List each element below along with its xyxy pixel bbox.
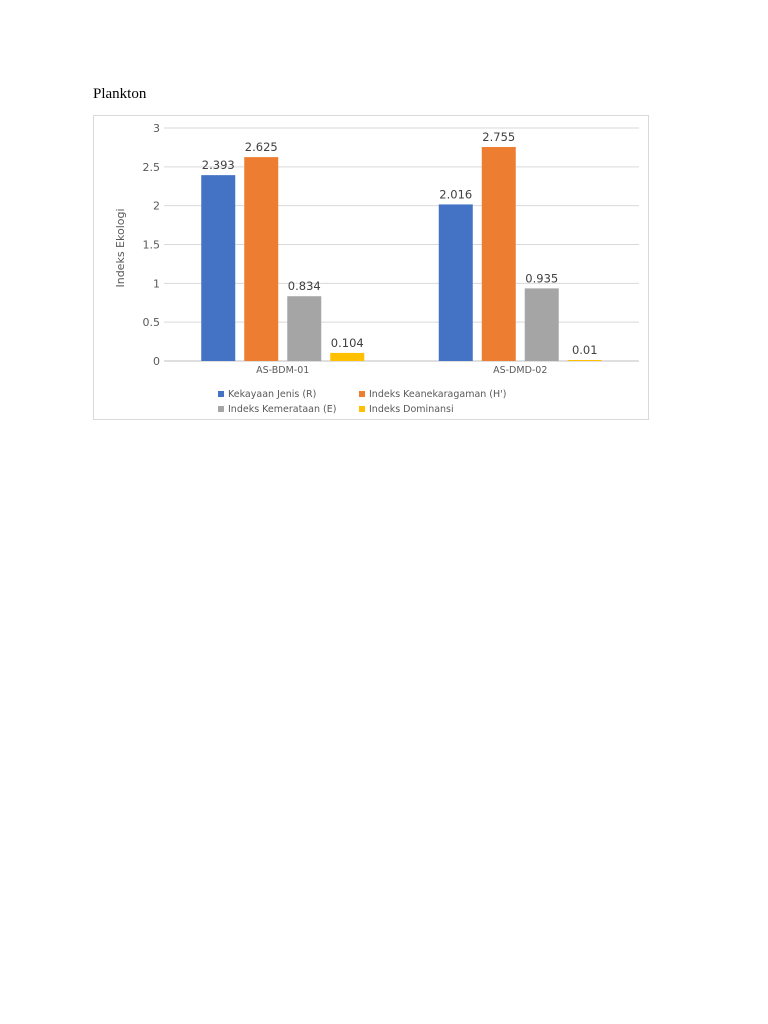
legend-swatch xyxy=(359,391,365,397)
bar xyxy=(201,175,236,361)
legend-label: Indeks Kemerataan (E) xyxy=(228,404,336,415)
legend-label: Indeks Dominansi xyxy=(369,404,454,415)
data-labels: 2.393 2.625 0.834 0.104 2.016 2.755 0.935 0.01 xyxy=(202,130,598,357)
legend-swatch xyxy=(359,406,365,412)
bar xyxy=(244,157,279,361)
legend: Kekayaan Jenis (R) Indeks Keanekaragaman … xyxy=(218,389,506,415)
legend-label: Kekayaan Jenis (R) xyxy=(228,389,316,400)
y-tick-label: 3 xyxy=(153,122,160,135)
bar xyxy=(330,352,365,361)
data-label: 0.834 xyxy=(288,279,321,293)
x-tick-label: AS-BDM-01 xyxy=(256,365,309,376)
bar-chart: 0 0.5 1 1.5 2 2.5 3 Indeks Ekologi 2.393 2.625 0… xyxy=(114,122,639,415)
legend-swatch xyxy=(218,406,224,412)
data-label: 2.755 xyxy=(482,130,515,144)
y-tick-label: 1 xyxy=(153,277,160,290)
bar xyxy=(438,204,473,361)
chart-frame: 0 0.5 1 1.5 2 2.5 3 Indeks Ekologi 2.393 2.625 0… xyxy=(93,115,649,420)
y-axis-ticks: 0 0.5 1 1.5 2 2.5 3 xyxy=(143,122,161,368)
legend-swatch xyxy=(218,391,224,397)
bar xyxy=(567,360,602,361)
y-tick-label: 0.5 xyxy=(143,316,161,329)
x-axis-ticks: AS-BDM-01 AS-DMD-02 xyxy=(256,365,547,376)
page-heading: Plankton xyxy=(93,86,147,102)
bar xyxy=(481,147,516,361)
y-tick-label: 2.5 xyxy=(143,161,161,174)
data-label: 0.01 xyxy=(572,343,598,357)
y-axis-label: Indeks Ekologi xyxy=(114,208,127,287)
data-label: 0.104 xyxy=(331,336,364,350)
data-label: 2.016 xyxy=(439,187,472,201)
bar xyxy=(524,288,559,361)
gridlines xyxy=(164,127,639,362)
data-label: 2.393 xyxy=(202,158,235,172)
y-tick-label: 2 xyxy=(153,200,160,213)
legend-label: Indeks Keanekaragaman (H') xyxy=(369,389,506,400)
data-label: 0.935 xyxy=(525,271,558,285)
bar xyxy=(287,296,322,361)
bars xyxy=(201,147,602,361)
y-tick-label: 0 xyxy=(153,355,160,368)
data-label: 2.625 xyxy=(245,140,278,154)
y-tick-label: 1.5 xyxy=(143,239,161,252)
x-tick-label: AS-DMD-02 xyxy=(493,365,547,376)
